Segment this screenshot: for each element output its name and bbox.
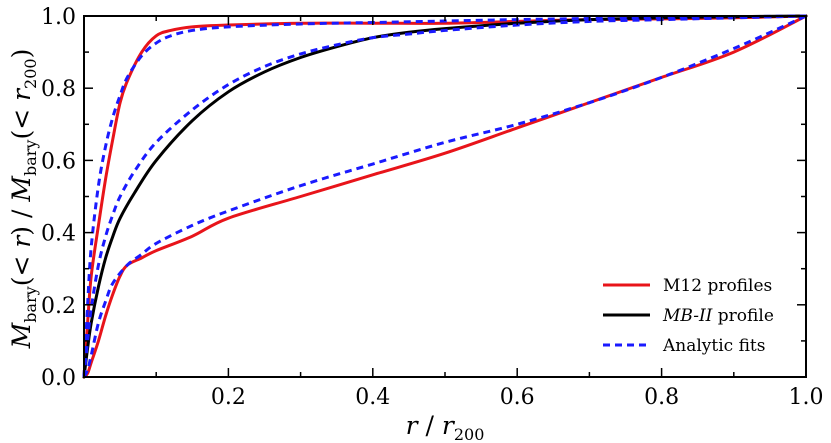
- series-line-5: [82, 14, 807, 378]
- legend-label: Analytic fits: [662, 336, 766, 356]
- legend: M12 profiles MB-II profile Analytic fits: [603, 276, 774, 356]
- x-tick-label: 0.2: [211, 385, 246, 410]
- series-layer: [82, 14, 808, 379]
- y-tick-label: 1.0: [41, 5, 76, 30]
- x-axis-label: r / r200: [406, 411, 485, 443]
- labels-layer: 0.2 0.4 0.6 0.8 1.0 0.0 0.2 0.4 0.6 0.8 1.0 r / r20…: [7, 5, 824, 443]
- x-tick-label: 1.0: [789, 385, 824, 410]
- legend-label: MB-II profile: [662, 306, 774, 326]
- y-tick-label: 0.4: [41, 222, 76, 247]
- x-tick-label: 0.4: [355, 385, 390, 410]
- axes-layer: [83, 15, 807, 378]
- y-tick-label: 0.0: [41, 366, 76, 391]
- x-tick-label: 0.8: [644, 385, 679, 410]
- series-line-4: [82, 14, 807, 378]
- y-tick-label: 0.6: [41, 149, 76, 174]
- y-tick-label: 0.2: [41, 294, 76, 319]
- y-tick-label: 0.8: [41, 77, 76, 102]
- x-tick-label: 0.6: [500, 385, 535, 410]
- y-axis-label: Mbary(< r) / Mbary(< r200): [7, 49, 40, 350]
- legend-label: M12 profiles: [663, 276, 772, 296]
